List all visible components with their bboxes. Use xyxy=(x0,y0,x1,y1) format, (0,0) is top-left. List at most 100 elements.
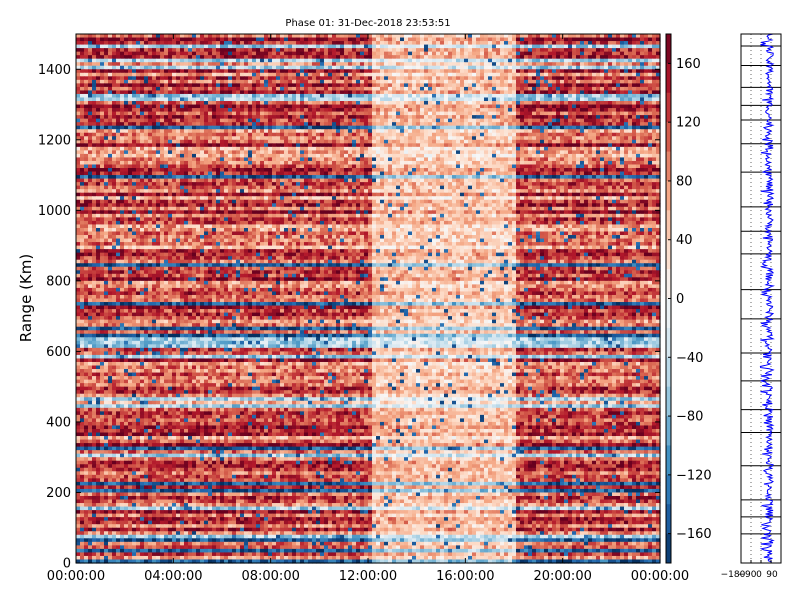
heatmap-cell xyxy=(544,125,549,130)
heatmap-cell xyxy=(220,122,225,127)
heatmap-cell xyxy=(612,93,617,99)
heatmap-cell xyxy=(520,97,525,102)
heatmap-cell xyxy=(520,129,525,134)
heatmap-cell xyxy=(236,143,241,148)
heatmap-cell xyxy=(224,136,229,141)
heatmap-cell xyxy=(424,125,429,130)
heatmap-cell xyxy=(92,55,97,60)
heatmap-cell xyxy=(200,132,205,137)
heatmap-cell xyxy=(116,136,121,141)
heatmap-cell xyxy=(516,101,521,106)
heatmap-cell xyxy=(400,72,405,77)
heatmap-cell xyxy=(460,37,465,42)
heatmap-cell xyxy=(648,97,653,102)
heatmap-cell xyxy=(508,34,513,39)
heatmap-cell xyxy=(308,115,313,120)
heatmap-cell xyxy=(464,72,469,77)
heatmap-cell xyxy=(560,41,565,46)
heatmap-cell xyxy=(380,37,385,42)
heatmap-cell xyxy=(536,139,541,144)
heatmap-cell xyxy=(388,48,393,53)
heatmap-cell xyxy=(508,65,513,70)
heatmap-cell xyxy=(176,150,181,155)
heatmap-cell xyxy=(584,115,589,120)
heatmap-cell xyxy=(548,65,553,70)
heatmap-cell xyxy=(516,37,521,42)
heatmap-cell xyxy=(248,139,253,144)
heatmap-cell xyxy=(140,55,145,60)
heatmap-cell xyxy=(468,104,473,109)
heatmap-cell xyxy=(592,115,597,120)
heatmap-cell xyxy=(204,93,209,99)
heatmap-cell xyxy=(468,83,473,88)
heatmap-cell xyxy=(164,72,169,77)
heatmap-cell xyxy=(568,55,573,60)
heatmap-cell xyxy=(88,76,93,81)
heatmap-cell xyxy=(356,34,361,39)
heatmap-cell xyxy=(140,69,145,74)
heatmap-cell xyxy=(232,139,237,144)
heatmap-cell xyxy=(296,115,301,120)
heatmap-cell xyxy=(436,65,441,70)
heatmap-cell xyxy=(448,125,453,130)
heatmap-cell xyxy=(320,79,325,84)
heatmap-cell xyxy=(404,86,409,92)
heatmap-cell xyxy=(460,76,465,81)
heatmap-cell xyxy=(492,111,497,116)
heatmap-cell xyxy=(624,97,629,102)
heatmap-cell xyxy=(168,44,173,49)
heatmap-cell xyxy=(408,65,413,70)
heatmap-cell xyxy=(524,143,529,148)
heatmap-cell xyxy=(452,55,457,60)
heatmap-cell xyxy=(216,139,221,144)
heatmap-cell xyxy=(108,146,113,151)
heatmap-cell xyxy=(328,37,333,42)
heatmap-cell xyxy=(416,146,421,151)
heatmap-cell xyxy=(480,93,485,99)
heatmap-cell xyxy=(376,118,381,123)
heatmap-cell xyxy=(212,108,217,113)
heatmap-cell xyxy=(112,76,117,81)
heatmap-cell xyxy=(472,72,477,77)
heatmap-cell xyxy=(508,51,513,56)
heatmap-cell xyxy=(588,72,593,77)
heatmap-cell xyxy=(180,122,185,127)
heatmap-cell xyxy=(100,101,105,106)
heatmap-cell xyxy=(552,41,557,46)
heatmap-cell xyxy=(264,58,269,63)
heatmap-cell xyxy=(584,83,589,88)
heatmap-cell xyxy=(564,37,569,42)
heatmap-cell xyxy=(132,122,137,127)
heatmap-cell xyxy=(312,41,317,46)
heatmap-cell xyxy=(252,34,257,39)
heatmap-cell xyxy=(396,37,401,42)
heatmap-cell xyxy=(572,139,577,144)
heatmap-cell xyxy=(164,76,169,81)
heatmap-cell xyxy=(132,115,137,120)
heatmap-cell xyxy=(228,55,233,60)
heatmap-cell xyxy=(300,125,305,130)
heatmap-cell xyxy=(556,93,561,99)
heatmap-cell xyxy=(532,41,537,46)
heatmap-cell xyxy=(144,41,149,46)
heatmap-cell xyxy=(260,90,265,95)
heatmap-cell xyxy=(224,65,229,70)
heatmap-cell xyxy=(604,90,609,95)
heatmap-cell xyxy=(432,111,437,116)
heatmap-cell xyxy=(128,108,133,113)
heatmap-cell xyxy=(208,58,213,63)
heatmap-cell xyxy=(484,72,489,77)
heatmap-cell xyxy=(656,143,661,148)
heatmap-cell xyxy=(340,115,345,120)
heatmap-cell xyxy=(376,136,381,141)
heatmap-cell xyxy=(104,101,109,106)
heatmap-cell xyxy=(504,41,509,46)
heatmap-cell xyxy=(532,118,537,123)
heatmap-cell xyxy=(596,118,601,123)
heatmap-cell xyxy=(492,65,497,70)
heatmap-cell xyxy=(324,125,329,130)
heatmap-cell xyxy=(320,72,325,77)
heatmap-cell xyxy=(624,139,629,144)
heatmap-cell xyxy=(116,83,121,88)
heatmap-cell xyxy=(140,150,145,155)
